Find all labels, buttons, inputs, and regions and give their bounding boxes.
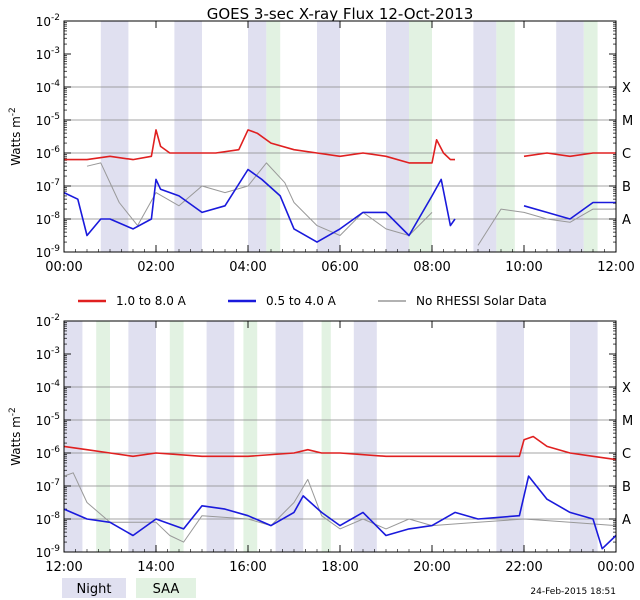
y-axis-title: Watts m-2 xyxy=(8,407,23,466)
class-label-c: C xyxy=(622,447,631,462)
class-label-c: C xyxy=(622,147,631,162)
legend-label-short: 0.5 to 4.0 A xyxy=(266,294,337,308)
series-line-bottom-1 xyxy=(63,475,617,550)
y-tick-label: 10-6 xyxy=(36,445,61,461)
y-tick-label: 10-4 xyxy=(36,79,61,95)
y-tick-label: 10-2 xyxy=(36,13,60,29)
series-line-top-0 xyxy=(64,129,616,164)
panel-frame xyxy=(63,320,617,553)
class-label-b: B xyxy=(622,180,631,195)
y-tick-label: 10-6 xyxy=(36,145,61,161)
class-label-x: X xyxy=(622,81,631,96)
chart-title: GOES 3-sec X-ray Flux 12-Oct-2013 xyxy=(207,5,474,23)
saa-band-label: SAA xyxy=(153,582,180,597)
saa-band xyxy=(409,21,432,252)
y-tick-label: 10-3 xyxy=(36,346,60,362)
x-tick-label: 10:00 xyxy=(505,260,542,275)
class-label-b: B xyxy=(622,480,631,495)
band-legend: Night SAA xyxy=(62,578,196,598)
x-tick-label: 12:00 xyxy=(45,560,82,575)
night-band xyxy=(275,321,304,552)
night-band xyxy=(64,321,83,552)
x-tick-label: 22:00 xyxy=(505,560,542,575)
night-band xyxy=(248,21,267,252)
legend-label-long: 1.0 to 8.0 A xyxy=(116,294,187,308)
night-band xyxy=(206,321,235,552)
night-band xyxy=(473,21,497,252)
series-line-bottom-0 xyxy=(63,435,617,461)
y-tick-label: 10-5 xyxy=(36,412,60,428)
saa-band xyxy=(243,321,258,552)
series-legend: 1.0 to 8.0 A 0.5 to 4.0 A No RHESSI Sola… xyxy=(78,294,547,308)
y-tick-label: 10-8 xyxy=(36,511,61,527)
y-tick-label: 10-2 xyxy=(36,313,60,329)
x-tick-label: 06:00 xyxy=(321,260,358,275)
series-line-top-2 xyxy=(86,162,616,246)
y-tick-label: 10-9 xyxy=(36,244,61,260)
x-tick-label: 18:00 xyxy=(321,560,358,575)
night-band xyxy=(386,21,409,252)
night-band xyxy=(556,21,584,252)
x-tick-label: 20:00 xyxy=(413,560,450,575)
saa-band xyxy=(321,321,331,552)
x-tick-label: 12:00 xyxy=(597,260,634,275)
saa-band-swatch xyxy=(136,578,196,598)
y-tick-label: 10-7 xyxy=(36,178,60,194)
night-band-swatch xyxy=(62,578,126,598)
night-band xyxy=(570,321,598,552)
night-band xyxy=(174,21,202,252)
footer-timestamp: 24-Feb-2015 18:51 xyxy=(530,587,616,597)
saa-band xyxy=(583,21,598,252)
x-tick-label: 08:00 xyxy=(413,260,450,275)
saa-band xyxy=(169,321,184,552)
panel-bottom: A B C M X 10-9 10-8 10-7 10-6 10-5 10-4 10-3 10-2 12:… xyxy=(8,313,635,575)
y-tick-label: 10-8 xyxy=(36,211,61,227)
class-label-x: X xyxy=(622,381,631,396)
y-tick-label: 10-5 xyxy=(36,112,60,128)
y-tick-label: 10-4 xyxy=(36,379,61,395)
panel-top: A B C M X 10-9 10-8 10-7 10-6 10-5 10-4 10-3 10-2 00:… xyxy=(8,13,635,275)
y-tick-label: 10-7 xyxy=(36,478,60,494)
night-band xyxy=(353,321,377,552)
x-tick-label: 00:00 xyxy=(45,260,82,275)
saa-band xyxy=(266,21,281,252)
class-label-m: M xyxy=(622,414,633,429)
panel-frame xyxy=(63,20,617,253)
saa-band xyxy=(496,21,515,252)
y-axis-title: Watts m-2 xyxy=(8,107,23,166)
night-band xyxy=(100,21,129,252)
class-label-a: A xyxy=(622,213,631,228)
saa-band xyxy=(96,321,110,552)
x-tick-label: 00:00 xyxy=(597,560,634,575)
night-band xyxy=(317,21,340,252)
x-tick-label: 14:00 xyxy=(137,560,174,575)
night-band xyxy=(128,321,156,552)
legend-label-no-rhessi: No RHESSI Solar Data xyxy=(416,294,547,308)
class-label-a: A xyxy=(622,513,631,528)
series-line-top-1 xyxy=(63,168,616,243)
x-tick-label: 16:00 xyxy=(229,560,266,575)
class-label-m: M xyxy=(622,114,633,129)
x-tick-label: 04:00 xyxy=(229,260,266,275)
y-tick-label: 10-9 xyxy=(36,544,61,560)
series-line-bottom-2 xyxy=(63,472,617,543)
x-tick-label: 02:00 xyxy=(137,260,174,275)
night-band-label: Night xyxy=(77,582,112,597)
y-tick-label: 10-3 xyxy=(36,46,60,62)
